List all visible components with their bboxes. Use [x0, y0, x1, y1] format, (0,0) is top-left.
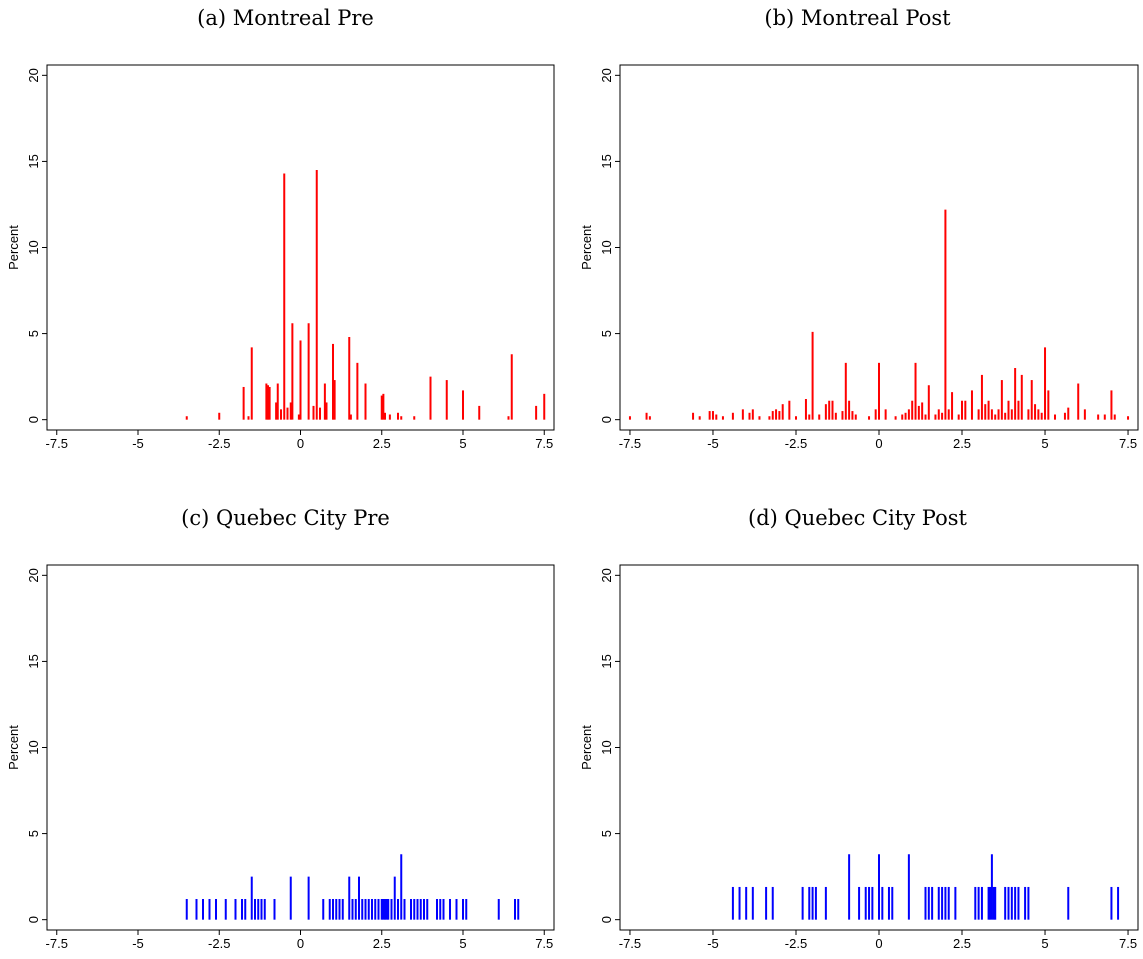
chart-title: (b) Montreal Post: [764, 6, 951, 30]
plot-frame: [46, 564, 555, 931]
y-tick-label: 10: [599, 240, 614, 254]
y-tick-label: 5: [26, 330, 41, 337]
x-tick-label: 2.5: [373, 936, 391, 951]
y-tick-label: 20: [599, 568, 614, 582]
x-tick-label: 2.5: [953, 936, 971, 951]
x-tick-label: -7.5: [46, 436, 68, 451]
x-tick-label: 7.5: [1119, 436, 1137, 451]
y-tick-label: 15: [599, 154, 614, 168]
x-tick-label: -7.5: [619, 936, 641, 951]
chart-plot: -7.5 -5 -2.5 0 2.5 5 7.5 0 5 10 15 20 Percent: [579, 64, 1139, 451]
y-tick-label: 0: [599, 416, 614, 423]
y-tick-label: 20: [26, 68, 41, 82]
x-tick-label: -5: [132, 936, 144, 951]
y-tick-label: 5: [26, 830, 41, 837]
x-tick-label: 0: [875, 436, 882, 451]
chart-panel-montreal-pre: (a) Montreal Pre -7.5 -5 -2.5 0 2.5 5 7.5 0 5 10 1…: [0, 0, 571, 479]
y-axis-label: Percent: [579, 225, 594, 270]
x-tick-label: 0: [297, 936, 304, 951]
x-tick-label: 7.5: [1119, 936, 1137, 951]
y-tick-label: 15: [26, 654, 41, 668]
y-tick-label: 15: [26, 154, 41, 168]
x-tick-label: -5: [707, 436, 719, 451]
chart-panel-quebec-city-post: (d) Quebec City Post -7.5 -5 -2.5 0 2.5 5 7.5 0…: [572, 480, 1143, 959]
x-tick-label: -7.5: [46, 936, 68, 951]
chart-plot: -7.5 -5 -2.5 0 2.5 5 7.5 0 5 10 15 20 Percent: [579, 564, 1139, 951]
y-tick-label: 5: [599, 830, 614, 837]
x-tick-label: -7.5: [619, 436, 641, 451]
x-tick-label: 5: [1041, 936, 1048, 951]
x-tick-label: 2.5: [373, 436, 391, 451]
x-tick-label: 5: [459, 936, 466, 951]
chart-title: (c) Quebec City Pre: [181, 506, 390, 530]
chart-title: (d) Quebec City Post: [748, 506, 967, 530]
y-axis-label: Percent: [6, 225, 21, 270]
x-tick-label: 0: [297, 436, 304, 451]
y-tick-label: 5: [599, 330, 614, 337]
y-tick-label: 15: [599, 654, 614, 668]
y-tick-label: 0: [599, 916, 614, 923]
x-tick-label: -5: [707, 936, 719, 951]
chart-panel-quebec-city-pre: (c) Quebec City Pre -7.5 -5 -2.5 0 2.5 5 7.5 0 5…: [0, 480, 571, 959]
chart-title: (a) Montreal Pre: [197, 6, 374, 30]
y-tick-label: 10: [26, 240, 41, 254]
y-axis-label: Percent: [579, 725, 594, 770]
x-tick-label: 2.5: [953, 436, 971, 451]
y-tick-label: 10: [26, 740, 41, 754]
x-tick-label: -2.5: [208, 436, 230, 451]
chart-panel-montreal-post: (b) Montreal Post -7.5 -5 -2.5 0 2.5 5 7.5 0 5 10…: [572, 0, 1143, 479]
y-tick-label: 20: [599, 68, 614, 82]
chart-plot: -7.5 -5 -2.5 0 2.5 5 7.5 0 5 10 15 20 Percent: [6, 64, 555, 451]
y-axis-label: Percent: [6, 725, 21, 770]
y-tick-label: 20: [26, 568, 41, 582]
x-tick-label: 0: [875, 936, 882, 951]
x-tick-label: 5: [459, 436, 466, 451]
chart-plot: -7.5 -5 -2.5 0 2.5 5 7.5 0 5 10 15 20 Percent: [6, 564, 555, 951]
y-tick-label: 10: [599, 740, 614, 754]
x-tick-label: -5: [132, 436, 144, 451]
y-tick-label: 0: [26, 916, 41, 923]
x-tick-label: 7.5: [535, 936, 553, 951]
x-tick-label: -2.5: [785, 436, 807, 451]
x-tick-label: 7.5: [535, 436, 553, 451]
x-tick-label: 5: [1041, 436, 1048, 451]
x-tick-label: -2.5: [208, 936, 230, 951]
y-tick-label: 0: [26, 416, 41, 423]
x-tick-label: -2.5: [785, 936, 807, 951]
